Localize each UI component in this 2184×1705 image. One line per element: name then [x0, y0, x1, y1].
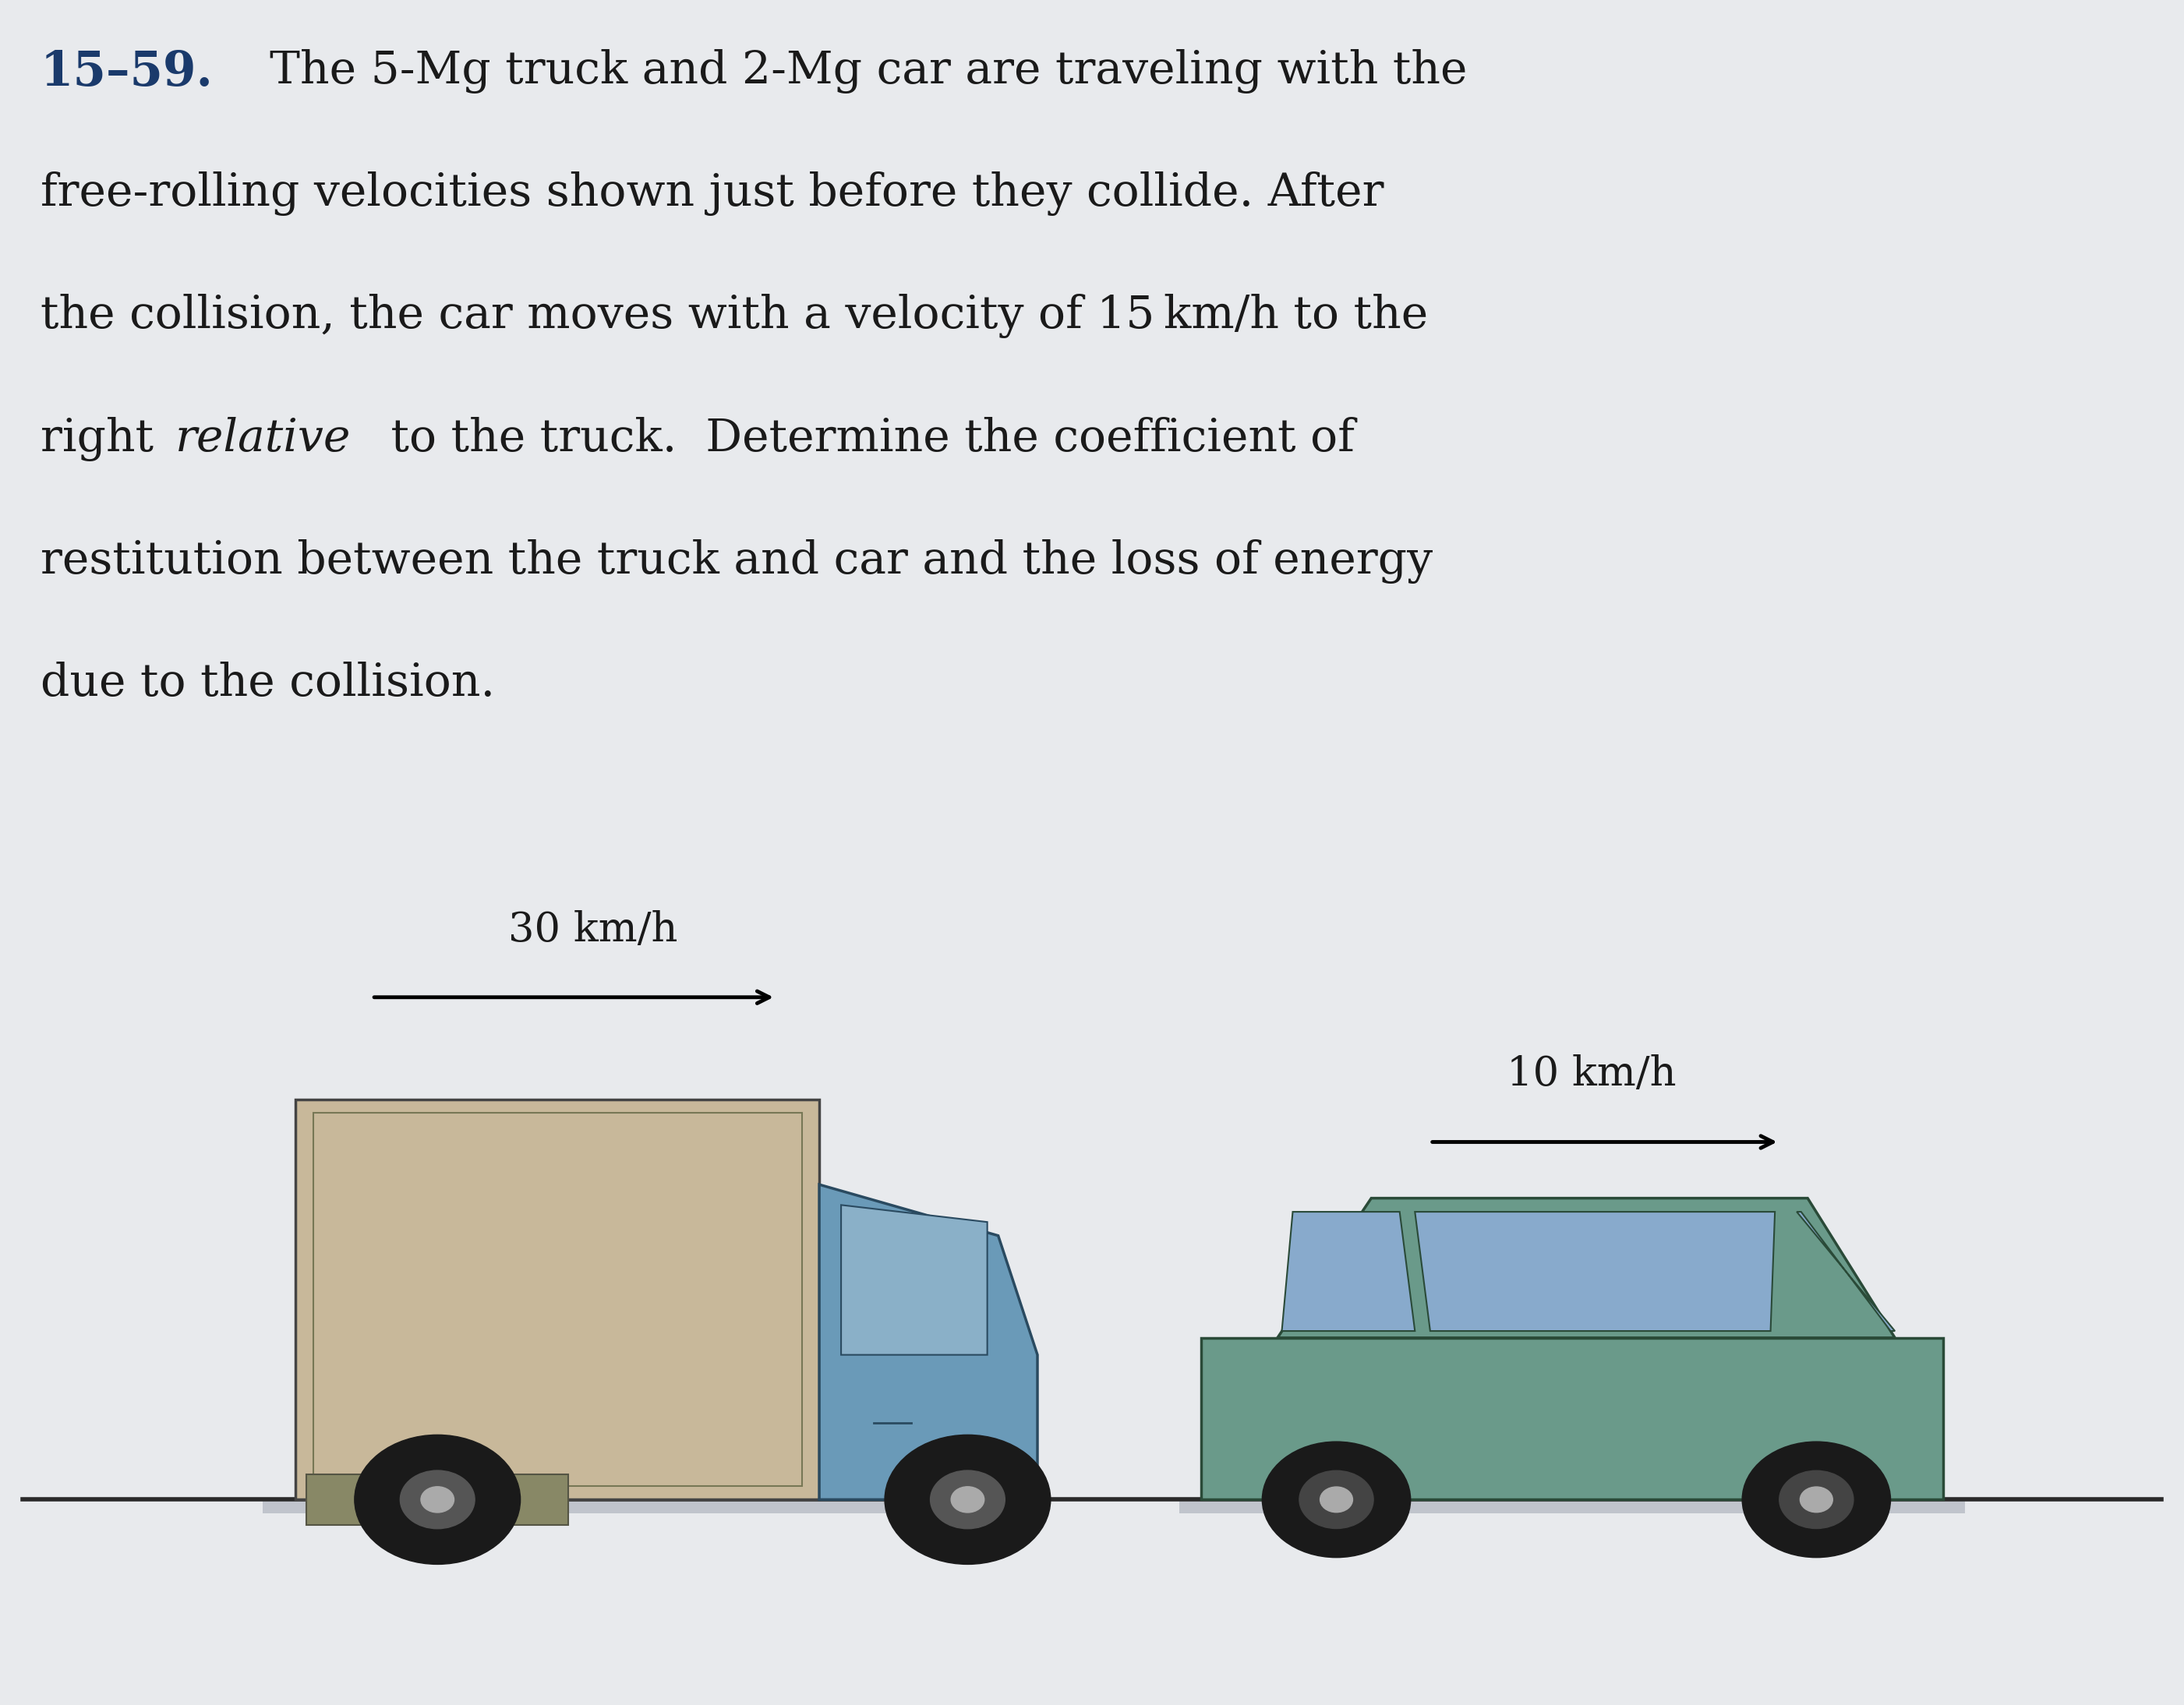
Polygon shape — [819, 1185, 1037, 1500]
Text: free-rolling velocities shown just before they collide. After: free-rolling velocities shown just befor… — [39, 172, 1385, 217]
Circle shape — [400, 1470, 474, 1529]
Text: 15–59.: 15–59. — [39, 49, 214, 95]
Circle shape — [1299, 1471, 1374, 1528]
Text: restitution between the truck and car and the loss of energy: restitution between the truck and car an… — [39, 539, 1433, 583]
Circle shape — [1800, 1487, 1832, 1512]
Circle shape — [1319, 1487, 1352, 1512]
Polygon shape — [1415, 1212, 1776, 1332]
Circle shape — [354, 1436, 520, 1563]
Text: the collision, the car moves with a velocity of 15 km/h to the: the collision, the car moves with a velo… — [39, 293, 1428, 338]
Polygon shape — [1278, 1199, 1896, 1338]
Text: right: right — [39, 416, 168, 460]
Circle shape — [950, 1487, 985, 1512]
Polygon shape — [1797, 1212, 1896, 1332]
Polygon shape — [262, 1500, 1016, 1514]
FancyBboxPatch shape — [1201, 1338, 1944, 1500]
Circle shape — [885, 1436, 1051, 1563]
Text: 30 km/h: 30 km/h — [509, 910, 677, 950]
Text: relative: relative — [175, 416, 352, 460]
Circle shape — [1743, 1442, 1891, 1557]
Circle shape — [1780, 1471, 1854, 1528]
Text: due to the collision.: due to the collision. — [39, 662, 496, 706]
Polygon shape — [1179, 1500, 1966, 1514]
Text: 10 km/h: 10 km/h — [1507, 1055, 1675, 1095]
Circle shape — [422, 1487, 454, 1512]
Polygon shape — [841, 1205, 987, 1355]
Circle shape — [930, 1470, 1005, 1529]
FancyBboxPatch shape — [295, 1100, 819, 1500]
Circle shape — [1262, 1442, 1411, 1557]
Polygon shape — [1282, 1212, 1415, 1332]
Text: to the truck.  Determine the coefficient of: to the truck. Determine the coefficient … — [376, 416, 1354, 460]
Text: The 5-Mg truck and 2-Mg car are traveling with the: The 5-Mg truck and 2-Mg car are travelin… — [240, 49, 1468, 94]
FancyBboxPatch shape — [306, 1475, 568, 1524]
